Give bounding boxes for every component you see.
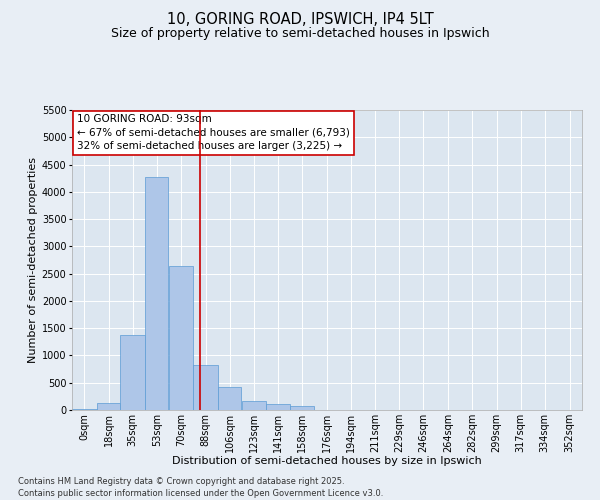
Bar [242,400,266,410]
Bar [290,406,314,410]
Bar [169,266,193,410]
Bar [145,176,169,410]
Bar [121,334,145,410]
Text: Size of property relative to semi-detached houses in Ipswich: Size of property relative to semi-detach… [110,28,490,40]
Bar [266,404,290,410]
Text: 10, GORING ROAD, IPSWICH, IP4 5LT: 10, GORING ROAD, IPSWICH, IP4 5LT [167,12,433,28]
Text: 10 GORING ROAD: 93sqm
← 67% of semi-detached houses are smaller (6,793)
32% of s: 10 GORING ROAD: 93sqm ← 67% of semi-deta… [77,114,350,151]
X-axis label: Distribution of semi-detached houses by size in Ipswich: Distribution of semi-detached houses by … [172,456,482,466]
Bar [193,364,218,410]
Bar [218,387,241,410]
Y-axis label: Number of semi-detached properties: Number of semi-detached properties [28,157,38,363]
Bar [97,403,120,410]
Text: Contains HM Land Registry data © Crown copyright and database right 2025.
Contai: Contains HM Land Registry data © Crown c… [18,476,383,498]
